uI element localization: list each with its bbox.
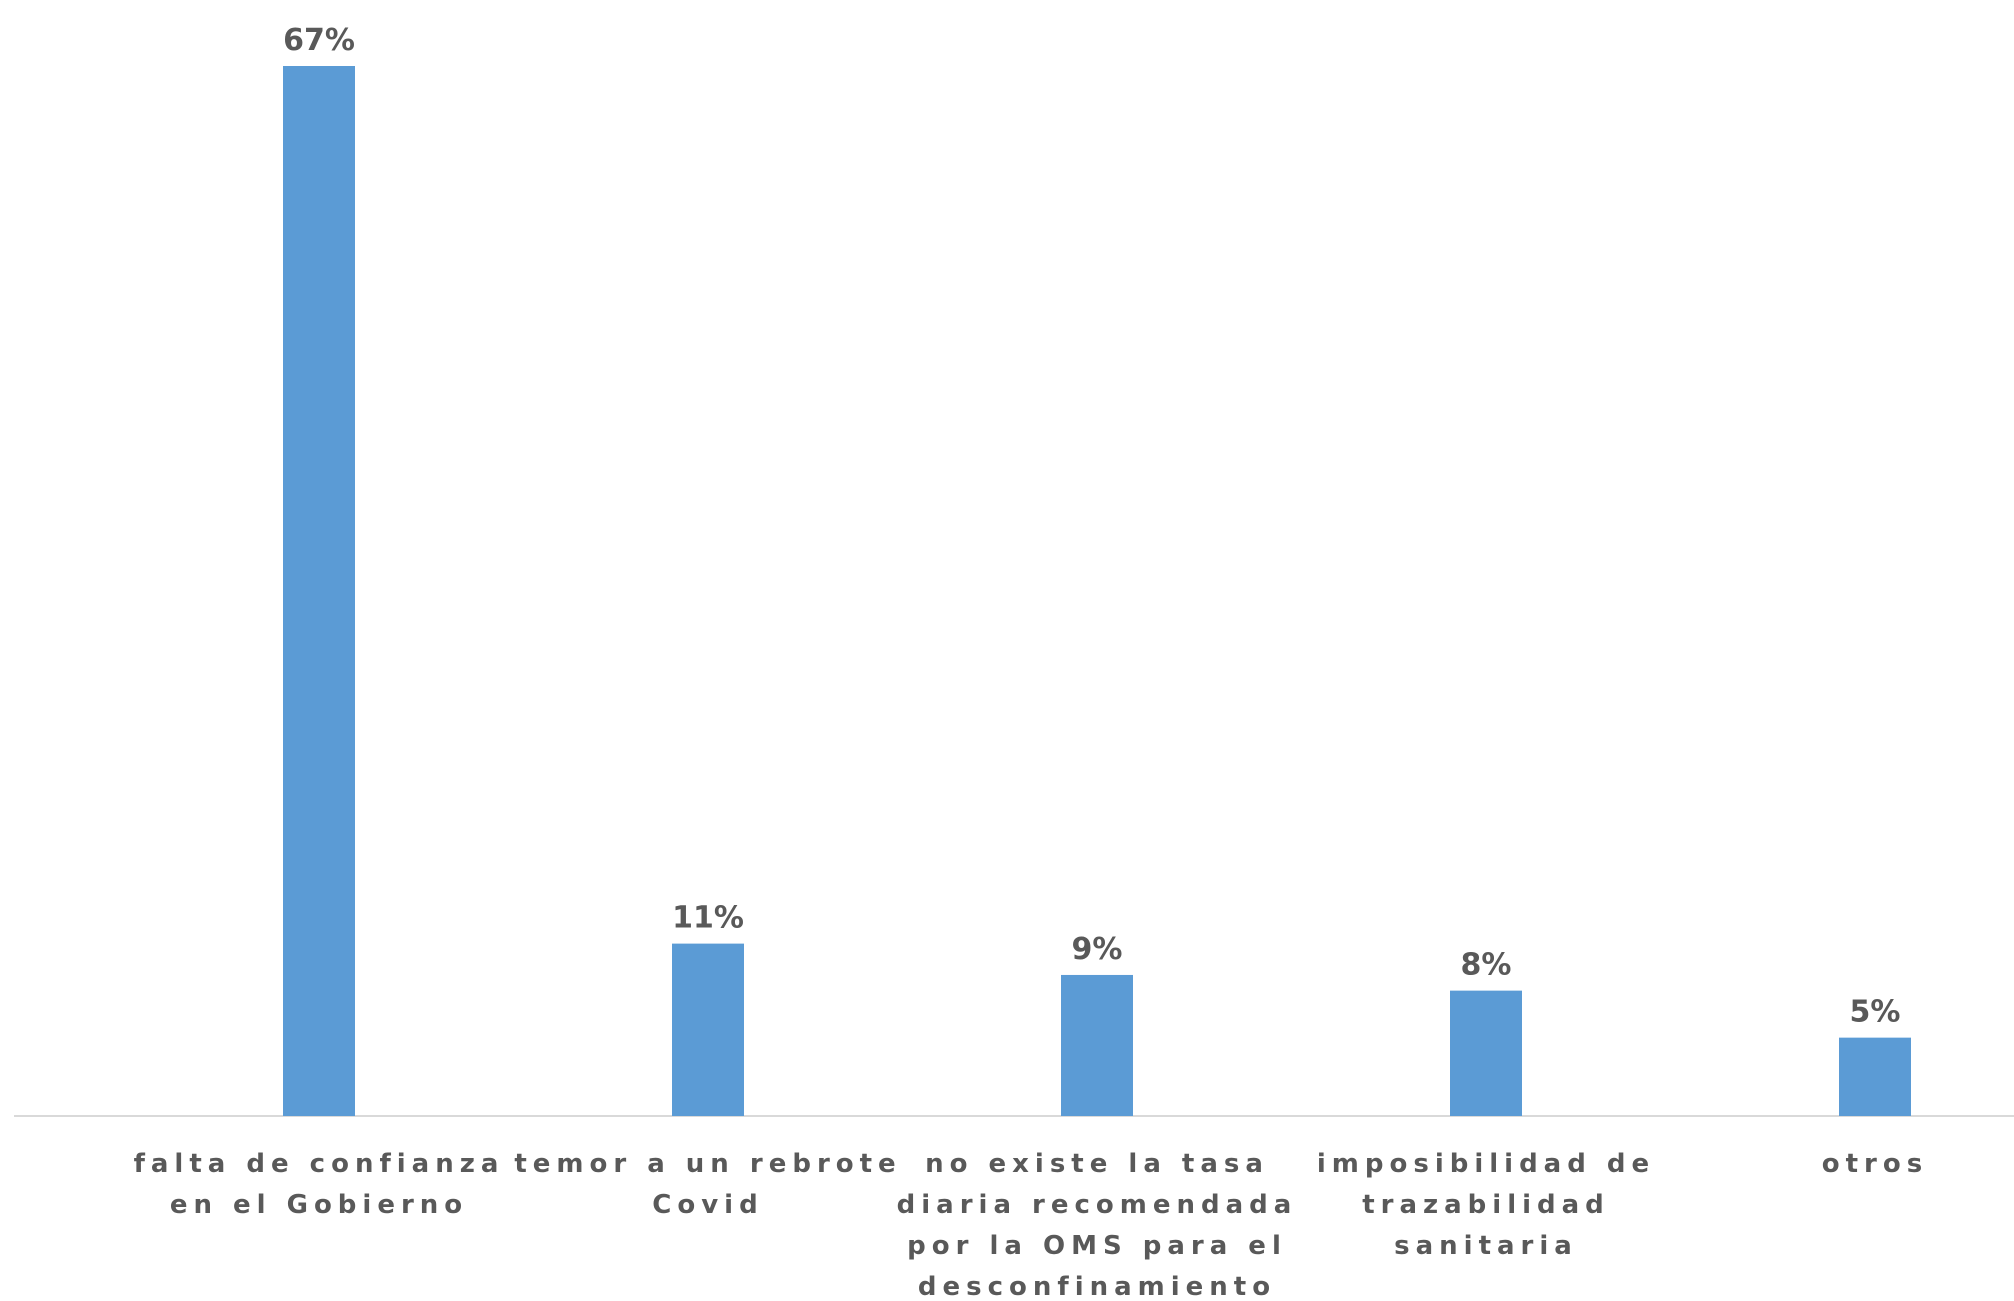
category-label-3-line-4: desconfinamiento xyxy=(918,1272,1276,1301)
bars-group xyxy=(283,66,1911,1116)
category-label-3-line-1: no existe la tasa xyxy=(925,1149,1269,1179)
bar-1 xyxy=(283,66,355,1116)
category-label-2-line-2: Covid xyxy=(652,1190,763,1220)
category-label-3-line-3: por la OMS para el xyxy=(907,1231,1287,1261)
bar-5 xyxy=(1839,1037,1911,1116)
category-label-3-line-2: diaria recomendada xyxy=(897,1190,1298,1220)
bar-4 xyxy=(1450,990,1522,1116)
data-label-4: 8% xyxy=(1461,948,1512,983)
data-label-1: 67% xyxy=(283,23,355,58)
category-labels-group: falta de confianza en el Gobierno temor a … xyxy=(134,1149,1928,1301)
data-label-5: 5% xyxy=(1850,995,1901,1030)
category-label-5-line-1: otros xyxy=(1822,1149,1928,1179)
category-label-2-line-1: temor a un rebrote xyxy=(514,1149,901,1179)
category-label-1-line-2: en el Gobierno xyxy=(170,1190,468,1220)
category-label-4-line-2: trazabilidad xyxy=(1362,1190,1610,1220)
data-label-2: 11% xyxy=(672,901,744,936)
data-label-3: 9% xyxy=(1072,932,1123,967)
bar-3 xyxy=(1061,974,1133,1116)
bar-2 xyxy=(672,943,744,1116)
data-labels-group: 67% 11% 9% 8% 5% xyxy=(283,23,1900,1030)
category-label-1-line-1: falta de confianza xyxy=(134,1149,505,1179)
category-label-4-line-1: imposibilidad de xyxy=(1317,1149,1655,1179)
category-label-4-line-3: sanitaria xyxy=(1394,1231,1578,1261)
